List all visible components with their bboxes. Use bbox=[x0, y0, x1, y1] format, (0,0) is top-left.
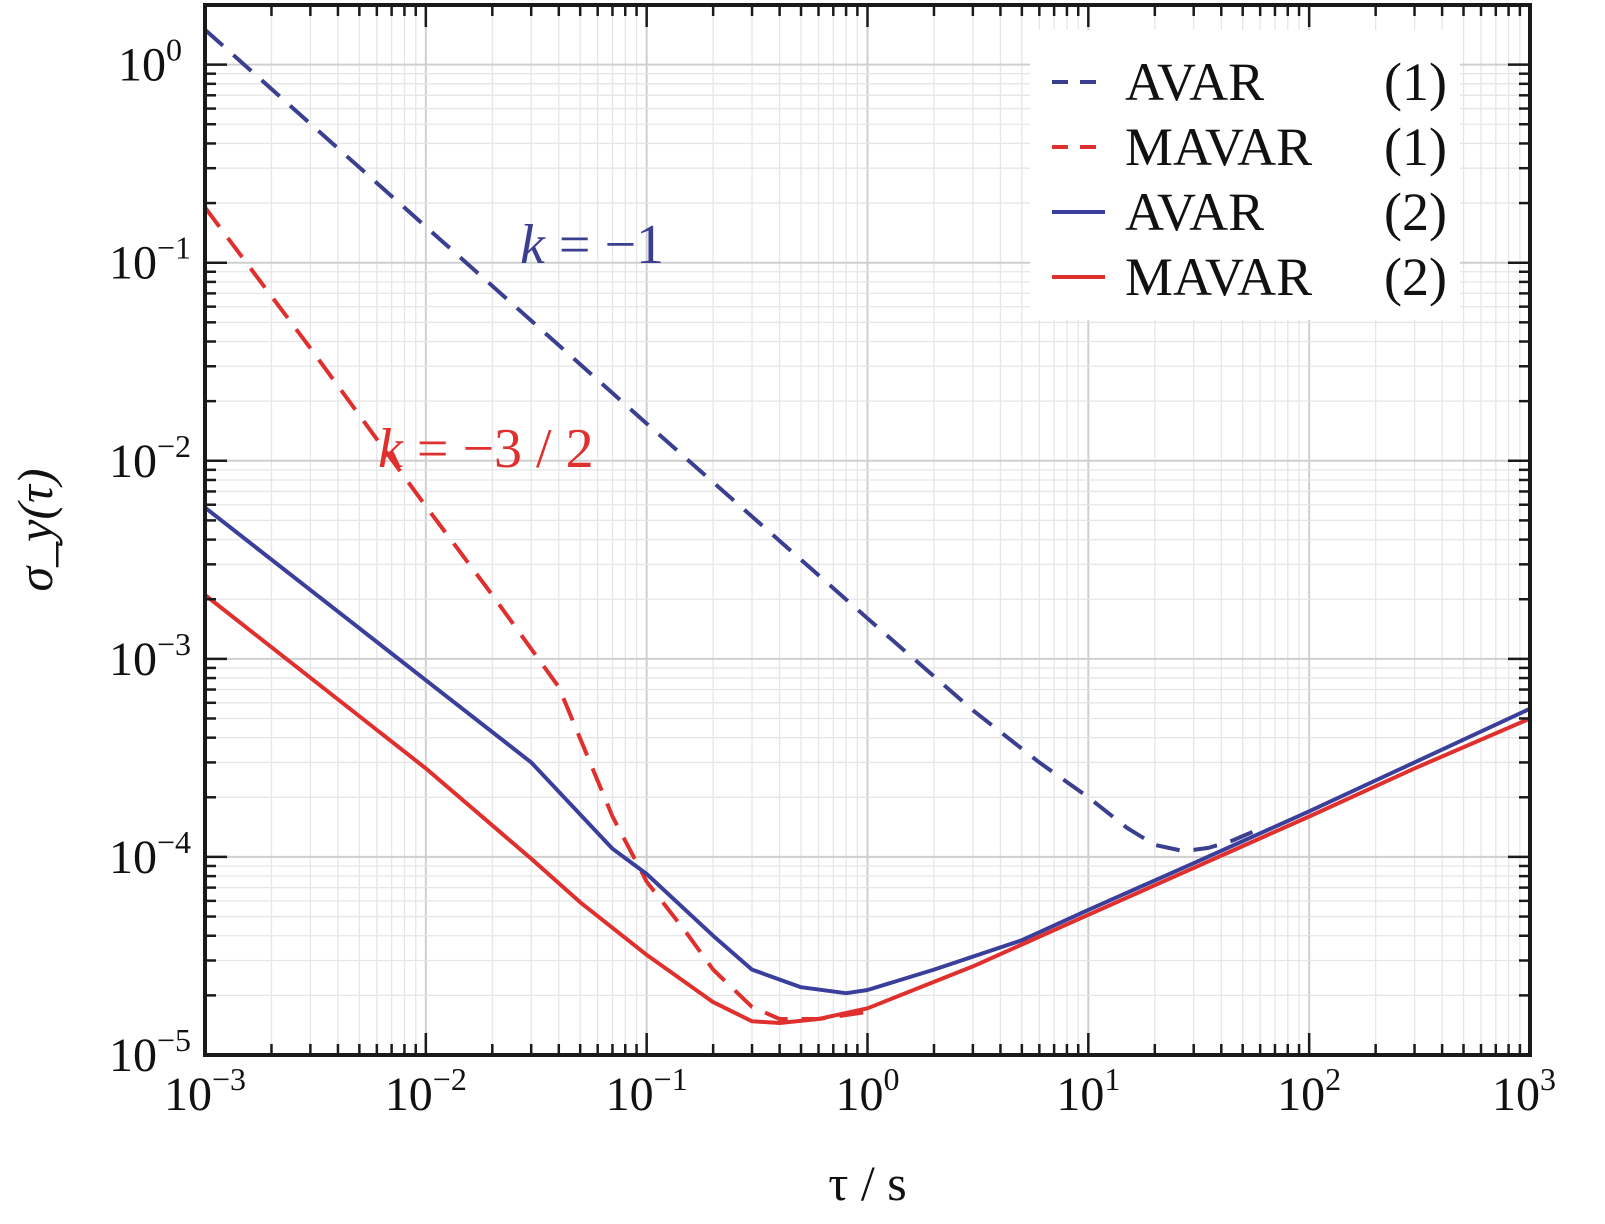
x-tick-label: 10−2 bbox=[385, 1061, 467, 1121]
legend: AVAR (1) MAVAR (1) AVAR (2) MAVAR (2) bbox=[1030, 30, 1460, 320]
legend-label-1: AVAR bbox=[1125, 52, 1264, 112]
series-line-2 bbox=[203, 206, 868, 1021]
slope-annotation-2: k = −3 / 2 bbox=[378, 418, 594, 480]
legend-ref-4: (2) bbox=[1384, 247, 1447, 307]
x-tick-label: 103 bbox=[1492, 1061, 1556, 1121]
y-tick-label: 10−2 bbox=[109, 428, 191, 488]
axis-labels: τ / s σ_y(τ) bbox=[7, 468, 907, 1211]
x-axis-label: τ / s bbox=[828, 1155, 906, 1211]
x-tick-label: 101 bbox=[1056, 1061, 1120, 1121]
slope-annotation-1: k = −1 bbox=[520, 214, 664, 276]
legend-ref-3: (2) bbox=[1384, 182, 1447, 242]
y-axis-label: σ_y(τ) bbox=[7, 468, 63, 591]
x-tick-label: 10−3 bbox=[164, 1061, 246, 1121]
series-lines bbox=[203, 28, 1531, 1025]
y-tick-label: 100 bbox=[118, 32, 182, 92]
series-line-1 bbox=[203, 28, 1261, 854]
y-tick-label: 10−5 bbox=[109, 1022, 191, 1082]
legend-ref-2: (1) bbox=[1384, 117, 1447, 177]
x-tick-label: 100 bbox=[836, 1061, 900, 1121]
x-tick-label: 10−1 bbox=[606, 1061, 688, 1121]
legend-label-2: MAVAR bbox=[1125, 117, 1312, 177]
legend-box bbox=[1030, 30, 1460, 320]
legend-ref-1: (1) bbox=[1384, 52, 1447, 112]
y-tick-label: 10−4 bbox=[109, 824, 191, 884]
legend-label-3: AVAR bbox=[1125, 182, 1264, 242]
x-tick-label: 102 bbox=[1277, 1061, 1341, 1121]
plot-frame bbox=[203, 3, 1532, 1057]
y-tick-label: 10−3 bbox=[109, 626, 191, 686]
legend-label-4: MAVAR bbox=[1125, 247, 1312, 307]
tick-labels: 10−3 10−2 10−1 100 101 102 103 10−5 10−4 10−3 10−2… bbox=[109, 32, 1556, 1121]
series-line-4 bbox=[203, 593, 1531, 1025]
y-tick-label: 10−1 bbox=[109, 230, 191, 290]
series-line-3 bbox=[203, 506, 1531, 996]
annotations: k = −1 k = −3 / 2 bbox=[378, 214, 664, 480]
